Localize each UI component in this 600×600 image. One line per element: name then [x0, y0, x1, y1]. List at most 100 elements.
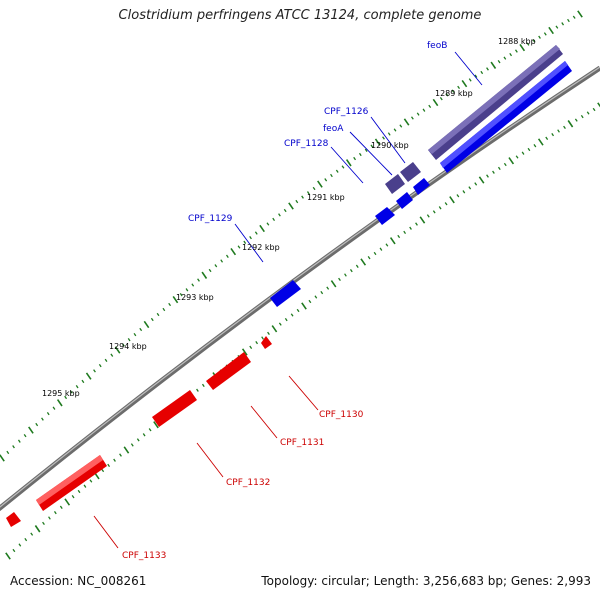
- minor-tick: [77, 489, 81, 494]
- major-tick: [461, 79, 468, 88]
- minor-tick: [278, 213, 281, 217]
- minor-tick: [249, 345, 253, 349]
- minor-tick: [30, 532, 34, 536]
- minor-tick: [480, 70, 484, 75]
- minor-tick: [148, 428, 152, 432]
- minor-tick: [428, 104, 432, 108]
- scale-label-1291: 1291 kbp: [307, 193, 345, 202]
- minor-tick: [130, 443, 134, 447]
- minor-tick: [486, 67, 489, 71]
- minor-tick: [201, 383, 205, 388]
- minor-tick: [364, 148, 368, 152]
- minor-tick: [59, 505, 63, 509]
- minor-tick: [432, 210, 436, 214]
- gene-CPF_1131: [206, 352, 251, 390]
- major-tick: [508, 157, 515, 165]
- minor-tick: [197, 278, 200, 282]
- label-CPF_1130: CPF_1130: [319, 410, 364, 420]
- minor-tick: [526, 42, 530, 46]
- minor-tick: [301, 195, 304, 199]
- minor-tick: [580, 114, 584, 119]
- minor-tick: [445, 93, 449, 97]
- minor-tick: [521, 151, 525, 155]
- minor-tick: [399, 124, 403, 128]
- minor-tick: [136, 438, 140, 442]
- minor-tick: [335, 169, 339, 173]
- label-CPF_1129: CPF_1129: [188, 214, 233, 224]
- backbone-highlight: [0, 66, 600, 508]
- minor-tick: [503, 56, 507, 60]
- minor-tick: [527, 147, 531, 152]
- minor-tick: [416, 112, 420, 116]
- minor-tick: [468, 186, 472, 190]
- minor-tick: [46, 412, 50, 416]
- minor-tick: [474, 74, 478, 78]
- gene-feoB: [440, 61, 572, 173]
- minor-tick: [532, 39, 536, 43]
- minor-tick: [586, 111, 590, 115]
- minor-tick: [261, 336, 264, 340]
- minor-tick: [185, 288, 189, 292]
- minor-tick: [237, 245, 241, 249]
- major-tick: [577, 10, 583, 18]
- label-feoB: feoB: [427, 41, 447, 51]
- label-CPF_1133: CPF_1133: [122, 551, 166, 561]
- minor-tick: [557, 129, 560, 133]
- minor-tick: [403, 230, 407, 235]
- minor-tick: [168, 302, 172, 307]
- minor-tick: [267, 331, 270, 335]
- minor-tick: [12, 445, 15, 449]
- inner-tick-ring: [5, 102, 600, 560]
- leader-CPF_1126: [370, 116, 406, 164]
- minor-tick: [514, 49, 518, 53]
- minor-tick: [385, 243, 389, 247]
- minor-tick: [567, 18, 570, 23]
- minor-tick: [306, 191, 310, 195]
- minor-tick: [255, 341, 259, 345]
- scale-label-1292: 1292 kbp: [242, 243, 280, 252]
- minor-tick: [142, 433, 146, 437]
- minor-tick: [35, 422, 39, 427]
- major-tick: [345, 159, 352, 167]
- major-tick: [419, 216, 426, 224]
- major-tick: [153, 421, 159, 429]
- minor-tick: [355, 264, 359, 268]
- leader-feoA: [349, 131, 393, 176]
- minor-tick: [220, 259, 224, 263]
- minor-tick: [410, 116, 414, 120]
- minor-tick: [6, 450, 10, 455]
- minor-tick: [330, 173, 333, 178]
- minor-tick: [592, 107, 596, 112]
- minor-tick: [278, 322, 282, 326]
- major-tick: [241, 348, 248, 356]
- major-tick: [28, 426, 34, 434]
- minor-tick: [451, 89, 455, 93]
- minor-tick: [93, 369, 96, 373]
- forward-gene-track: [270, 61, 572, 307]
- minor-tick: [326, 286, 330, 290]
- major-tick: [548, 26, 554, 35]
- leader-CPF_1131: [250, 405, 278, 439]
- minor-tick: [543, 32, 547, 36]
- minor-tick: [409, 226, 412, 230]
- major-tick: [85, 372, 92, 380]
- minor-tick: [486, 174, 489, 178]
- major-tick: [230, 247, 237, 256]
- operon-bar-CPF_1126: [400, 162, 421, 182]
- minor-tick: [98, 363, 102, 368]
- minor-tick: [353, 156, 357, 161]
- gene-CPF_1132: [152, 390, 197, 427]
- minor-tick: [456, 194, 460, 198]
- minor-tick: [379, 247, 383, 251]
- major-tick: [597, 102, 600, 108]
- label-CPF_1132: CPF_1132: [226, 478, 270, 488]
- minor-tick: [101, 468, 105, 473]
- minor-tick: [370, 144, 374, 148]
- minor-tick: [18, 543, 22, 547]
- scale-label-1294: 1294 kbp: [109, 342, 147, 351]
- minor-tick: [397, 234, 401, 239]
- minor-tick: [387, 132, 391, 136]
- minor-tick: [52, 406, 56, 410]
- leader-CPF_1128: [330, 146, 364, 184]
